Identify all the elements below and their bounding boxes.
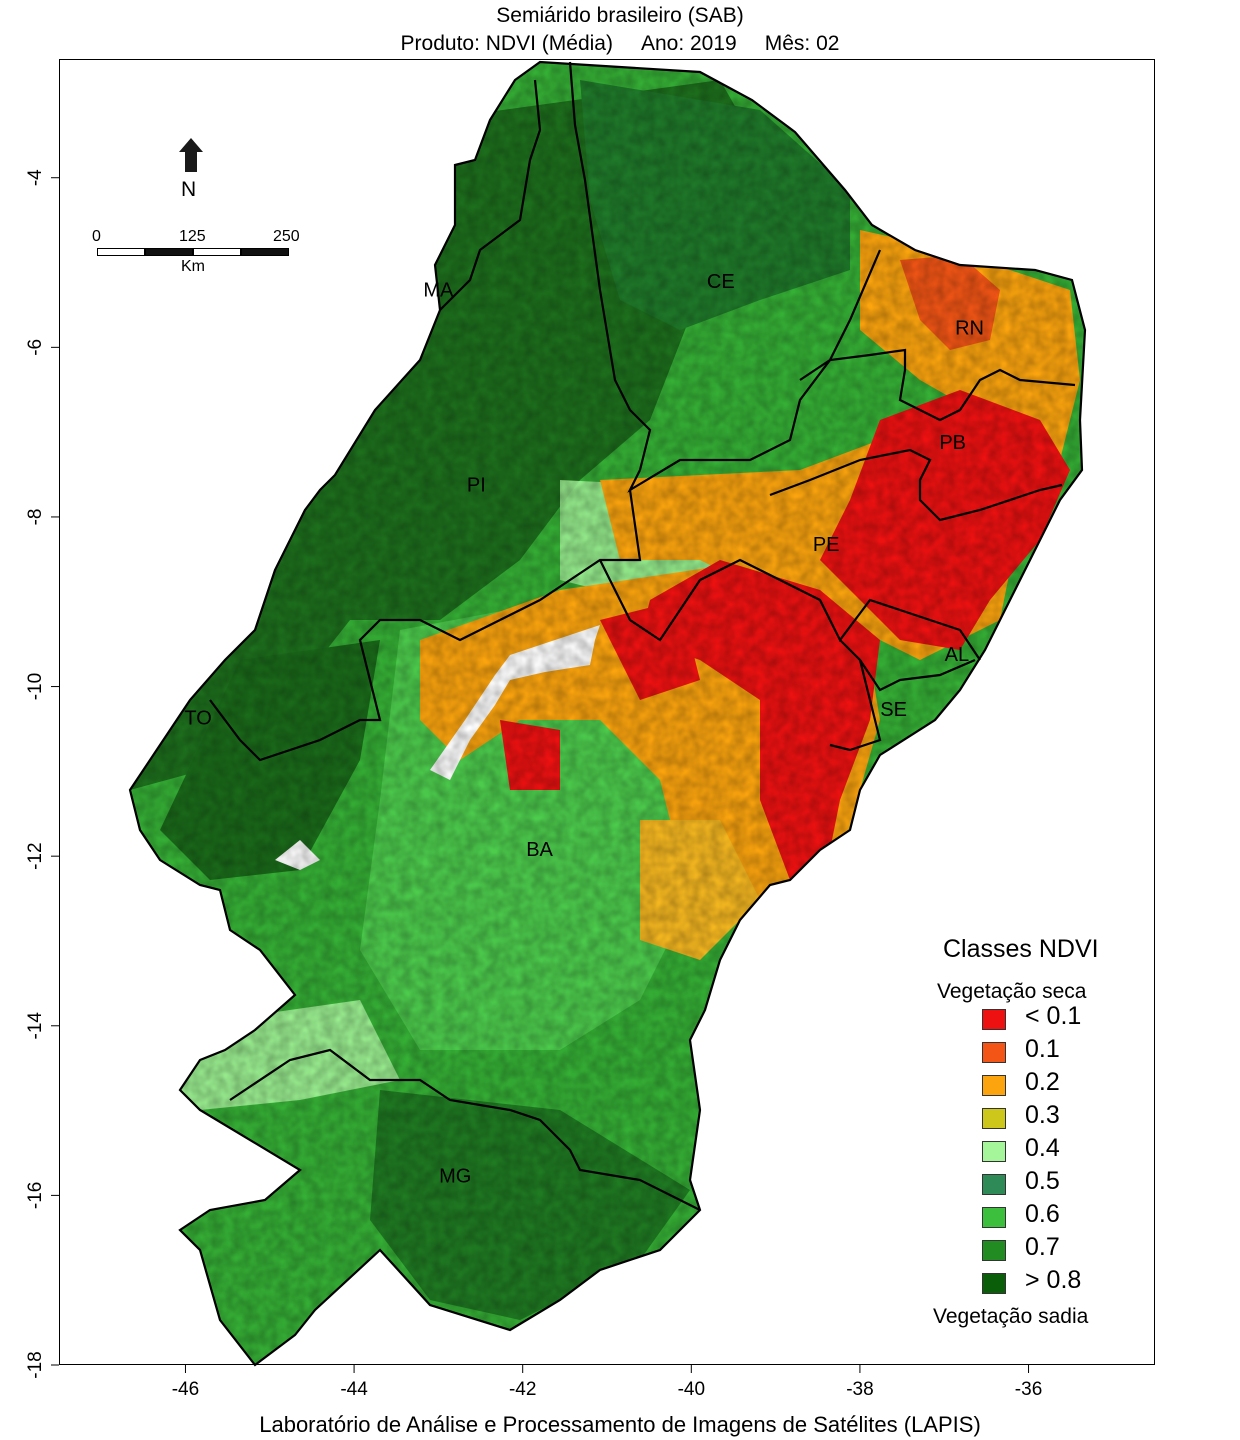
y-tick-label: -8 bbox=[25, 508, 46, 525]
legend-label: 0.7 bbox=[1025, 1233, 1060, 1261]
legend-item: 0.6 bbox=[925, 1200, 1145, 1235]
state-label-pi: PI bbox=[467, 475, 486, 497]
state-label-pe: PE bbox=[813, 534, 840, 556]
state-label-ma: MA bbox=[423, 279, 454, 301]
month-label: Mês: 02 bbox=[764, 32, 840, 55]
scale-tick-0: 0 bbox=[92, 228, 101, 245]
state-label-al: AL bbox=[945, 644, 969, 666]
legend-item: 0.5 bbox=[925, 1167, 1145, 1202]
y-tick-label: -18 bbox=[25, 1351, 46, 1378]
boundary-rn-pb bbox=[799, 348, 1076, 422]
y-axis: -4 -6 -8 -10 -12 -14 -16 -18 bbox=[25, 169, 59, 1379]
legend-label: 0.4 bbox=[1025, 1134, 1060, 1162]
scale-tick-250: 250 bbox=[273, 228, 300, 245]
legend-label: 0.3 bbox=[1025, 1101, 1060, 1129]
state-label-pb: PB bbox=[939, 432, 966, 454]
map-subtitle: Produto: NDVI (Média) Ano: 2019 Mês: 02 bbox=[0, 32, 1240, 56]
scale-segment-3 bbox=[193, 248, 241, 256]
state-label-se: SE bbox=[880, 699, 907, 721]
legend-swatch bbox=[982, 1042, 1006, 1063]
y-tick-label: -4 bbox=[25, 169, 46, 186]
legend-label: 0.1 bbox=[1025, 1035, 1060, 1063]
legend-item: 0.3 bbox=[925, 1101, 1145, 1136]
legend-item: 0.4 bbox=[925, 1134, 1145, 1169]
x-tick-label: -36 bbox=[1015, 1379, 1042, 1400]
legend-label: < 0.1 bbox=[1025, 1002, 1082, 1030]
legend-item: > 0.8 bbox=[925, 1266, 1145, 1301]
state-label-mg: MG bbox=[439, 1166, 471, 1188]
north-arrow-icon bbox=[179, 138, 203, 172]
legend-swatch bbox=[982, 1273, 1006, 1294]
plot-frame bbox=[59, 59, 1155, 1365]
legend-swatch bbox=[982, 1240, 1006, 1261]
legend-label: > 0.8 bbox=[1025, 1266, 1082, 1294]
state-label-ba: BA bbox=[526, 839, 553, 861]
legend-top-note: Vegetação seca bbox=[937, 980, 1087, 1003]
map-title: Semiárido brasileiro (SAB) bbox=[496, 4, 744, 27]
boundary-ma-pi bbox=[439, 79, 542, 311]
state-boundaries bbox=[209, 61, 1076, 1211]
product-label: Produto: NDVI (Média) bbox=[400, 32, 613, 55]
legend-items: < 0.1 0.1 0.2 0.3 0.4 0.5 0.6 0.7 > 0.8 bbox=[925, 1002, 1145, 1301]
legend-label: 0.6 bbox=[1025, 1200, 1060, 1228]
x-tick-label: -38 bbox=[846, 1379, 873, 1400]
x-tick-label: -44 bbox=[340, 1379, 368, 1400]
state-labels: MA CE RN PB PI PE AL SE TO BA MG bbox=[184, 271, 984, 1188]
legend-swatch bbox=[982, 1009, 1006, 1030]
state-label-to: TO bbox=[184, 708, 211, 730]
x-tick-label: -40 bbox=[678, 1379, 705, 1400]
legend-swatch bbox=[982, 1141, 1006, 1162]
legend-swatch bbox=[982, 1207, 1006, 1228]
legend-item: 0.1 bbox=[925, 1035, 1145, 1070]
legend-item: 0.2 bbox=[925, 1068, 1145, 1103]
boundary-pb-pe bbox=[769, 448, 1063, 522]
y-tick-label: -10 bbox=[25, 673, 46, 700]
y-tick-label: -16 bbox=[25, 1182, 46, 1209]
legend-bottom-note: Vegetação sadia bbox=[933, 1305, 1089, 1328]
boundary-al bbox=[839, 639, 976, 692]
north-label: N bbox=[181, 178, 197, 201]
scale-tick-125: 125 bbox=[179, 228, 206, 245]
state-label-ce: CE bbox=[707, 271, 735, 293]
legend-swatch bbox=[982, 1108, 1006, 1129]
x-tick-label: -46 bbox=[172, 1379, 199, 1400]
scale-segment-1 bbox=[97, 248, 145, 256]
state-label-rn: RN bbox=[955, 318, 984, 340]
boundary-pe-ba bbox=[599, 558, 981, 661]
boundary-se bbox=[829, 659, 882, 752]
scale-unit: Km bbox=[181, 258, 205, 275]
y-tick-label: -14 bbox=[25, 1012, 46, 1040]
legend-label: 0.2 bbox=[1025, 1068, 1060, 1096]
x-tick-label: -42 bbox=[509, 1379, 536, 1400]
y-tick-label: -12 bbox=[25, 842, 46, 869]
x-axis: -46 -44 -42 -40 -38 -36 bbox=[172, 1365, 1042, 1400]
legend-item: 0.7 bbox=[925, 1233, 1145, 1268]
boundary-ba-mg bbox=[229, 1048, 701, 1211]
ndvi-raster bbox=[130, 62, 1085, 1365]
legend-title: Classes NDVI bbox=[943, 935, 1099, 963]
year-label: Ano: 2019 bbox=[640, 32, 737, 55]
footer-credit: Laboratório de Análise e Processamento d… bbox=[259, 1412, 981, 1437]
legend-item: < 0.1 bbox=[925, 1002, 1145, 1037]
scale-segment-4 bbox=[241, 248, 289, 256]
legend-swatch bbox=[982, 1075, 1006, 1096]
y-tick-label: -6 bbox=[25, 339, 46, 356]
boundary-ce-pb bbox=[627, 249, 882, 493]
legend-label: 0.5 bbox=[1025, 1167, 1060, 1195]
legend: Classes NDVI Vegetação seca < 0.1 0.1 0.2 0… bbox=[925, 935, 1145, 1329]
boundary-pi-ba bbox=[209, 489, 642, 762]
legend-swatch bbox=[982, 1174, 1006, 1195]
boundary-pi-ce bbox=[568, 61, 652, 471]
scale-segment-2 bbox=[145, 248, 193, 256]
